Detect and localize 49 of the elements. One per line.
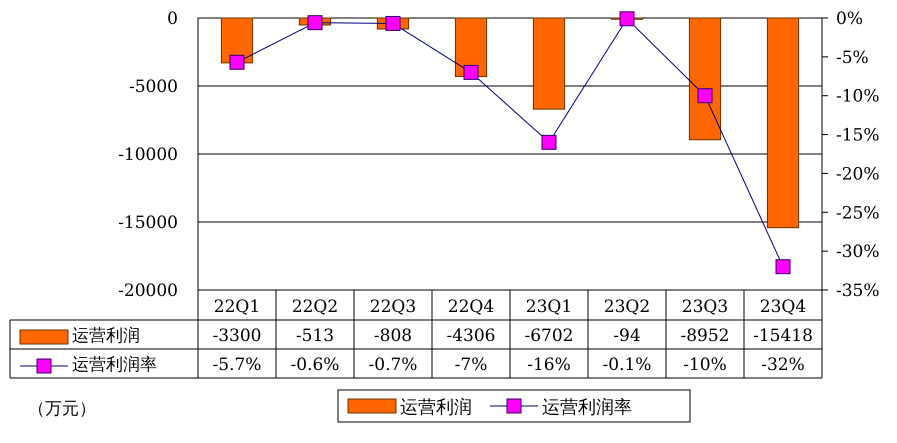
point xyxy=(308,15,322,30)
y-tick-label: 0 xyxy=(167,9,178,29)
point xyxy=(776,259,790,274)
data-label: -3300 xyxy=(212,326,262,346)
x-tick-label: 22Q4 xyxy=(448,297,494,317)
data-label: -94 xyxy=(613,326,641,346)
y2-tick-label: -30% xyxy=(836,242,880,262)
point xyxy=(620,11,634,26)
data-label: -15418 xyxy=(753,326,813,346)
point xyxy=(386,16,400,31)
y2-tick-label: -15% xyxy=(836,126,880,146)
y2-tick-label: -5% xyxy=(836,48,869,68)
x-tick-label: 23Q4 xyxy=(760,297,806,317)
data-label: -32% xyxy=(761,355,805,375)
point xyxy=(698,88,712,104)
point xyxy=(464,64,478,80)
y2-tick-label: -25% xyxy=(836,203,880,224)
legend-label: 运营利润 xyxy=(72,326,140,346)
data-label: -808 xyxy=(374,326,412,346)
x-tick-label: 23Q3 xyxy=(682,297,728,317)
data-label: -0.7% xyxy=(368,355,418,375)
data-label: -5.7% xyxy=(212,355,262,375)
y2-tick-label: -10% xyxy=(836,86,880,107)
x-tick-label: 23Q1 xyxy=(526,297,572,317)
data-label: -8952 xyxy=(680,326,730,346)
data-label: -0.1% xyxy=(602,355,652,375)
y-tick-label: -15000 xyxy=(118,213,178,233)
y2-tick-label: -35% xyxy=(836,281,880,301)
data-label: -513 xyxy=(296,326,334,346)
text: （万元） xyxy=(28,399,96,419)
y-tick-label: -10000 xyxy=(118,145,178,165)
data-label: -0.6% xyxy=(290,355,340,375)
x-tick-label: 22Q1 xyxy=(214,297,260,317)
data-label: -16% xyxy=(527,355,571,375)
x-tick-label: 23Q2 xyxy=(604,297,650,317)
data-label: -10% xyxy=(683,355,727,375)
data-label: -6702 xyxy=(524,326,574,346)
point xyxy=(230,54,244,70)
legend-label: 运营利润率 xyxy=(72,355,157,375)
y2-tick-label: -20% xyxy=(836,164,880,184)
x-tick-label: 22Q3 xyxy=(370,297,416,317)
legend: 运营利润 运营利润率 xyxy=(338,390,690,422)
x-tick-label: 22Q2 xyxy=(292,297,338,317)
data-label: -4306 xyxy=(446,326,496,346)
y-tick-label: -5000 xyxy=(128,77,178,97)
y2-tick-label: 0% xyxy=(836,9,863,29)
data-label: -7% xyxy=(454,355,488,375)
point xyxy=(542,134,556,150)
y-tick-label: -20000 xyxy=(118,281,178,301)
